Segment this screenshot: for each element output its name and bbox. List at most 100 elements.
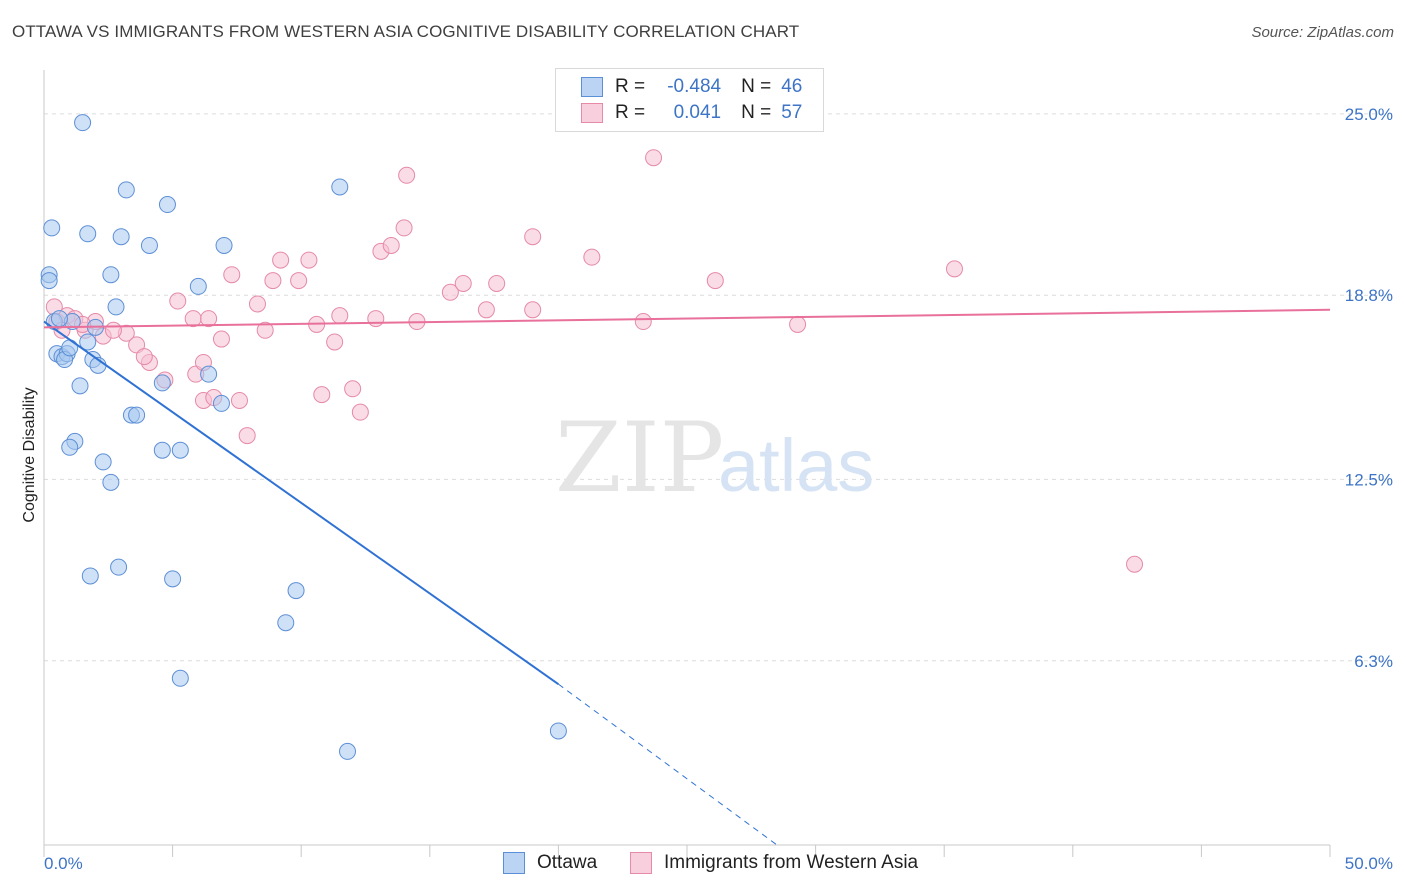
watermark-zip: ZIP — [555, 402, 724, 514]
immigrants-point — [290, 272, 308, 290]
ottawa-swatch — [503, 852, 525, 874]
immigrants-point — [382, 236, 400, 254]
immigrants-point — [454, 274, 472, 292]
ottawa-point — [102, 266, 120, 284]
ottawa-point — [117, 181, 135, 199]
immigrants-point — [1126, 555, 1144, 573]
series-legend: Ottawa Immigrants from Western Asia — [0, 852, 1406, 878]
ottawa-point — [171, 669, 189, 687]
ottawa-point — [158, 196, 176, 214]
y-axis-label: Cognitive Disability — [21, 387, 38, 522]
ottawa-points — [40, 114, 567, 760]
ottawa-point — [200, 365, 218, 383]
immigrants-point — [344, 380, 362, 398]
ottawa-point — [171, 441, 189, 459]
source-label: Source: ZipAtlas.com — [1251, 24, 1394, 41]
ottawa-point — [107, 298, 125, 316]
axis-layer — [43, 70, 1331, 857]
x-tick-label-min: 0.0% — [44, 854, 83, 873]
legend-row-ottawa: R = -0.484 N = 46 — [581, 75, 802, 99]
immigrants-swatch — [630, 852, 652, 874]
ottawa-point — [61, 339, 79, 357]
immigrants-point — [706, 272, 724, 290]
ottawa-point — [549, 722, 567, 740]
legend-item-immigrants[interactable]: Immigrants from Western Asia — [630, 852, 918, 874]
ottawa-trend-extension — [558, 683, 778, 846]
ottawa-point — [81, 567, 99, 585]
ottawa-point — [79, 333, 97, 351]
ottawa-point — [153, 441, 171, 459]
chart-title: OTTAWA VS IMMIGRANTS FROM WESTERN ASIA C… — [12, 22, 800, 41]
ottawa-point — [50, 310, 68, 328]
x-tick-label-max: 50.0% — [1345, 854, 1393, 873]
legend-n-value: 46 — [781, 76, 803, 97]
trend-layer — [43, 308, 1331, 846]
ottawa-point — [79, 225, 97, 243]
immigrants-point — [395, 219, 413, 237]
ottawa-point — [110, 558, 128, 576]
ottawa-point — [331, 178, 349, 196]
immigrants-point — [367, 310, 385, 328]
ottawa-point — [71, 377, 89, 395]
immigrants-point — [169, 292, 187, 310]
ottawa-point — [164, 570, 182, 588]
immigrants-point — [223, 266, 241, 284]
immigrants-point — [200, 310, 218, 328]
immigrants-point — [524, 228, 542, 246]
immigrants-point — [104, 321, 122, 339]
immigrants-point — [351, 403, 369, 421]
legend-r-label: R = — [615, 102, 646, 123]
immigrants-point — [789, 315, 807, 333]
y-tick-labels: 6.3% 12.5% 18.8% 25.0% — [1345, 105, 1393, 671]
immigrants-point — [300, 251, 318, 269]
immigrants-point — [313, 386, 331, 404]
y-tick-label: 25.0% — [1345, 105, 1393, 124]
ottawa-point — [215, 236, 233, 254]
legend-n-value: 57 — [781, 102, 803, 123]
ottawa-point — [189, 277, 207, 295]
immigrants-point — [128, 336, 146, 354]
ottawa-point — [61, 438, 79, 456]
legend-r-value: 0.041 — [673, 102, 722, 123]
immigrants-point — [230, 391, 248, 409]
ottawa-point — [43, 219, 61, 237]
ottawa-point — [94, 453, 112, 471]
legend-n-label: N = — [741, 102, 772, 123]
ottawa-point — [338, 742, 356, 760]
ottawa-point — [212, 394, 230, 412]
immigrants-point — [645, 149, 663, 167]
ottawa-point — [128, 406, 146, 424]
immigrants-point — [477, 301, 495, 319]
y-tick-label: 12.5% — [1345, 470, 1393, 489]
immigrants-point — [264, 272, 282, 290]
ottawa-point — [153, 374, 171, 392]
legend-label-ottawa: Ottawa — [537, 852, 598, 873]
grid-layer — [44, 113, 1393, 662]
immigrants-point — [272, 251, 290, 269]
immigrants-point — [212, 330, 230, 348]
watermark-atlas: atlas — [718, 424, 874, 507]
immigrants-point — [488, 274, 506, 292]
immigrants-point — [326, 333, 344, 351]
y-tick-label: 6.3% — [1354, 652, 1393, 671]
immigrants-trend-line — [43, 308, 1331, 329]
immigrants-point — [331, 307, 349, 325]
immigrants-point — [184, 310, 202, 328]
legend-r-label: R = — [615, 76, 646, 97]
immigrants-point — [945, 260, 963, 278]
legend-r-value: -0.484 — [667, 76, 722, 97]
immigrants-point — [441, 283, 459, 301]
legend-item-ottawa[interactable]: Ottawa — [503, 852, 597, 874]
ottawa-point — [74, 114, 92, 132]
ottawa-point — [112, 228, 130, 246]
immigrants-point — [248, 295, 266, 313]
legend-row-immigrants: R = 0.041 N = 57 — [581, 101, 802, 125]
y-tick-label: 18.8% — [1345, 286, 1393, 305]
ottawa-point — [277, 614, 295, 632]
immigrants-point — [634, 313, 652, 331]
immigrants-point — [238, 427, 256, 445]
watermark: ZIP atlas — [555, 402, 874, 514]
ottawa-point — [102, 473, 120, 491]
immigrants-point — [583, 248, 601, 266]
